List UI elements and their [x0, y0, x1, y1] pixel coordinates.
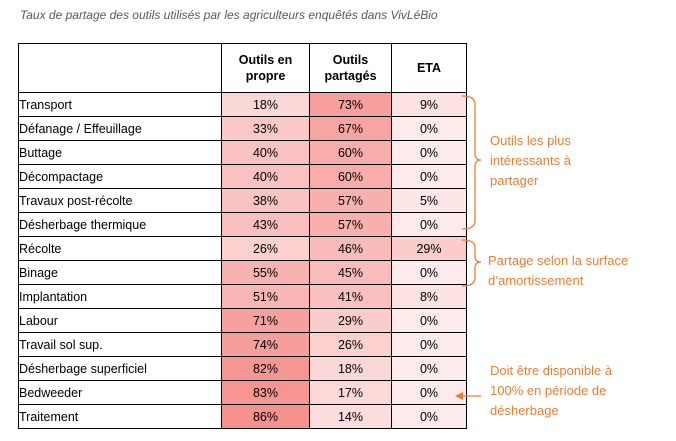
row-label: Bedweeder — [18, 380, 222, 405]
row-label: Défanage / Effeuillage — [18, 116, 222, 141]
annotation-line: partager — [490, 173, 539, 188]
cell-outils-partages: 46% — [309, 236, 392, 261]
row-label: Récolte — [18, 236, 222, 261]
row-label: Travaux post-récolte — [18, 188, 222, 213]
table-row: Implantation 51% 41% 8% — [18, 284, 467, 309]
cell-eta: 5% — [391, 188, 467, 213]
table-row: Buttage 40% 60% 0% — [18, 140, 467, 165]
cell-outils-en-propre: 55% — [221, 260, 310, 285]
cell-outils-partages: 60% — [309, 164, 392, 189]
annotation-line: Doit être disponible à — [490, 363, 613, 378]
cell-outils-partages: 26% — [309, 332, 392, 357]
header-outils-en-propre: Outils en propre — [221, 43, 310, 93]
cell-eta: 0% — [391, 356, 467, 381]
cell-outils-en-propre: 40% — [221, 164, 310, 189]
annotation-line: intéressants à — [490, 153, 571, 168]
annotation-line: Outils les plus — [490, 133, 571, 148]
row-label: Implantation — [18, 284, 222, 309]
cell-outils-en-propre: 83% — [221, 380, 310, 405]
tool-sharing-table: Outils en propre Outils partagés ETA Tra… — [18, 43, 467, 429]
cell-eta: 8% — [391, 284, 467, 309]
annotation-group-1: Outils les plus intéressants à partager — [490, 131, 571, 191]
table-row: Récolte 26% 46% 29% — [18, 236, 467, 261]
table-row: Travail sol sup. 74% 26% 0% — [18, 332, 467, 357]
header-eta: ETA — [391, 43, 467, 93]
cell-eta: 0% — [391, 116, 467, 141]
table-row: Binage 55% 45% 0% — [18, 260, 467, 285]
row-label: Travail sol sup. — [18, 332, 222, 357]
annotation-group-2: Partage selon la surface d’amortissement — [488, 251, 628, 291]
cell-outils-en-propre: 40% — [221, 140, 310, 165]
cell-outils-en-propre: 43% — [221, 212, 310, 237]
header-label — [18, 43, 222, 93]
annotation-line: Partage selon la surface — [488, 253, 629, 268]
table-row: Transport 18% 73% 9% — [18, 92, 467, 117]
annotation-line: d’amortissement — [488, 273, 584, 288]
cell-outils-en-propre: 18% — [221, 92, 310, 117]
cell-outils-partages: 14% — [309, 404, 392, 429]
cell-outils-partages: 17% — [309, 380, 392, 405]
cell-outils-partages: 60% — [309, 140, 392, 165]
annotation-line: 100% en période de — [490, 383, 607, 398]
row-label: Désherbage superficiel — [18, 356, 222, 381]
table-header-row: Outils en propre Outils partagés ETA — [18, 43, 467, 93]
cell-eta: 0% — [391, 380, 467, 405]
cell-eta: 0% — [391, 212, 467, 237]
cell-outils-en-propre: 82% — [221, 356, 310, 381]
cell-outils-en-propre: 74% — [221, 332, 310, 357]
row-label: Transport — [18, 92, 222, 117]
annotation-line: désherbage — [490, 403, 559, 418]
cell-outils-partages: 41% — [309, 284, 392, 309]
row-label: Labour — [18, 308, 222, 333]
row-label: Décompactage — [18, 164, 222, 189]
cell-outils-partages: 18% — [309, 356, 392, 381]
table-row: Labour 71% 29% 0% — [18, 308, 467, 333]
cell-outils-en-propre: 71% — [221, 308, 310, 333]
row-label: Traitement — [18, 404, 222, 429]
cell-outils-en-propre: 51% — [221, 284, 310, 309]
table-row: Travaux post-récolte 38% 57% 5% — [18, 188, 467, 213]
cell-outils-partages: 57% — [309, 212, 392, 237]
table-row: Défanage / Effeuillage 33% 67% 0% — [18, 116, 467, 141]
table-row: Désherbage thermique 43% 57% 0% — [18, 212, 467, 237]
table-row: Désherbage superficiel 82% 18% 0% — [18, 356, 467, 381]
cell-outils-partages: 73% — [309, 92, 392, 117]
row-label: Buttage — [18, 140, 222, 165]
table-row: Décompactage 40% 60% 0% — [18, 164, 467, 189]
cell-eta: 0% — [391, 308, 467, 333]
table-row: Bedweeder 83% 17% 0% — [18, 380, 467, 405]
cell-eta: 0% — [391, 332, 467, 357]
cell-outils-partages: 45% — [309, 260, 392, 285]
cell-outils-en-propre: 26% — [221, 236, 310, 261]
row-label: Binage — [18, 260, 222, 285]
cell-eta: 0% — [391, 260, 467, 285]
cell-eta: 0% — [391, 140, 467, 165]
cell-outils-en-propre: 33% — [221, 116, 310, 141]
row-label: Désherbage thermique — [18, 212, 222, 237]
annotation-note: Doit être disponible à 100% en période d… — [490, 361, 612, 421]
cell-eta: 29% — [391, 236, 467, 261]
cell-outils-partages: 29% — [309, 308, 392, 333]
cell-outils-partages: 67% — [309, 116, 392, 141]
table-row: Traitement 86% 14% 0% — [18, 404, 467, 429]
cell-outils-partages: 57% — [309, 188, 392, 213]
cell-outils-en-propre: 38% — [221, 188, 310, 213]
cell-eta: 9% — [391, 92, 467, 117]
table-caption: Taux de partage des outils utilisés par … — [20, 8, 438, 22]
cell-eta: 0% — [391, 164, 467, 189]
cell-eta: 0% — [391, 404, 467, 429]
cell-outils-en-propre: 86% — [221, 404, 310, 429]
header-outils-partages: Outils partagés — [309, 43, 392, 93]
